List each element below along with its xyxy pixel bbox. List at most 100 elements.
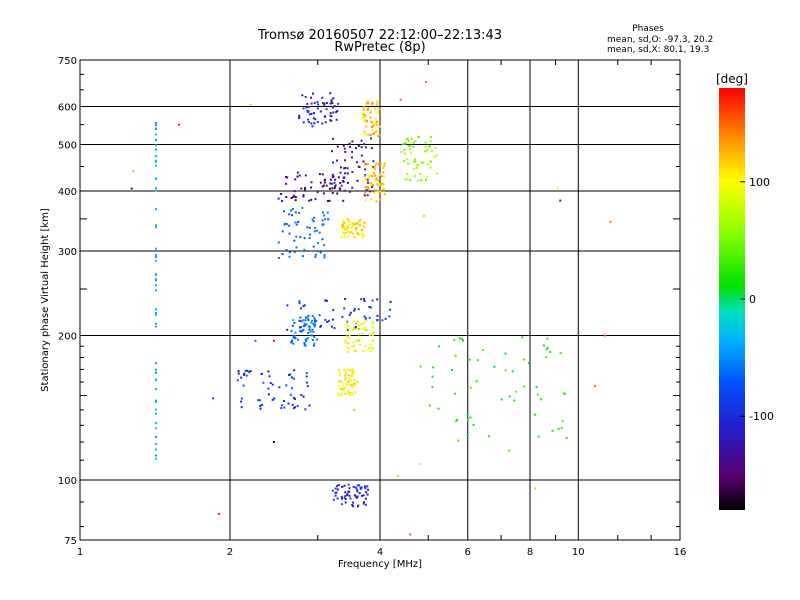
data-point — [372, 124, 375, 127]
data-point — [363, 326, 366, 329]
data-point — [341, 228, 344, 230]
data-point — [308, 199, 311, 202]
data-point — [342, 144, 345, 147]
data-point — [278, 386, 281, 389]
data-point — [332, 111, 335, 114]
data-point — [154, 226, 157, 229]
data-point — [298, 117, 301, 119]
data-point — [348, 377, 351, 380]
data-point — [281, 199, 284, 202]
data-point — [305, 381, 308, 384]
data-point — [331, 192, 334, 194]
data-point — [371, 185, 373, 188]
data-point — [347, 235, 350, 238]
data-point — [323, 102, 326, 105]
data-point — [302, 194, 305, 196]
data-point — [383, 189, 385, 192]
data-point — [346, 345, 348, 348]
data-point — [154, 160, 157, 162]
data-point — [376, 298, 379, 301]
data-point — [308, 328, 311, 331]
data-point — [351, 383, 354, 386]
data-point — [294, 406, 296, 409]
data-point — [425, 176, 428, 179]
data-point — [352, 371, 355, 374]
data-point — [481, 349, 484, 352]
data-point — [324, 121, 327, 124]
data-point — [281, 230, 284, 233]
data-point — [350, 379, 353, 382]
data-point — [401, 143, 404, 146]
data-point — [352, 501, 355, 504]
data-point — [303, 248, 306, 251]
data-point — [372, 160, 375, 163]
plot-frame — [79, 59, 681, 541]
data-point — [310, 96, 313, 99]
data-point — [267, 393, 270, 396]
data-point — [373, 107, 376, 110]
data-point — [154, 186, 157, 189]
data-point — [311, 218, 314, 221]
data-point — [302, 107, 305, 110]
data-point — [290, 209, 293, 212]
data-point — [332, 308, 335, 311]
data-point — [521, 336, 524, 339]
data-point — [339, 372, 342, 375]
data-point — [243, 373, 245, 376]
data-point — [326, 299, 328, 302]
data-point — [285, 196, 288, 198]
data-point — [361, 232, 364, 235]
data-point — [319, 251, 322, 254]
data-point — [348, 347, 351, 350]
data-point — [351, 372, 354, 375]
data-point — [336, 145, 339, 148]
data-point — [154, 289, 157, 292]
data-point — [341, 315, 344, 318]
data-point — [371, 339, 374, 342]
data-point — [154, 124, 157, 127]
y-tick-label: 750 — [58, 56, 77, 67]
data-point — [348, 232, 351, 235]
data-point — [352, 485, 355, 488]
data-point — [259, 407, 262, 410]
data-point — [562, 392, 565, 395]
data-point — [363, 221, 366, 224]
data-point — [370, 182, 373, 185]
data-point — [358, 220, 361, 223]
data-point — [363, 485, 366, 488]
data-point — [154, 362, 157, 365]
data-point — [312, 92, 314, 95]
data-point — [377, 184, 380, 187]
data-point — [412, 145, 415, 148]
data-point — [351, 150, 354, 153]
data-point — [267, 370, 270, 373]
data-point — [292, 319, 295, 322]
data-point — [283, 210, 285, 213]
data-point — [400, 151, 403, 153]
data-point — [303, 322, 306, 325]
data-point — [323, 244, 326, 247]
data-point — [366, 194, 369, 197]
data-point — [298, 211, 301, 214]
data-point — [154, 408, 157, 411]
data-point — [293, 322, 296, 324]
x-tick-label: 6 — [465, 547, 471, 558]
data-point — [298, 300, 301, 303]
data-point — [323, 214, 325, 217]
data-point — [343, 233, 346, 236]
data-point — [347, 391, 349, 394]
data-point — [271, 398, 274, 401]
data-point — [349, 190, 351, 193]
x-tick-label: 1 — [77, 547, 83, 558]
data-point — [313, 336, 316, 338]
data-point — [369, 190, 372, 193]
data-point — [154, 322, 157, 325]
data-point — [334, 494, 337, 497]
data-point — [334, 178, 337, 181]
data-point — [154, 177, 157, 180]
data-point — [381, 182, 384, 185]
data-point — [305, 372, 308, 375]
data-point — [333, 327, 336, 330]
data-point — [508, 395, 511, 398]
data-point — [364, 114, 367, 117]
